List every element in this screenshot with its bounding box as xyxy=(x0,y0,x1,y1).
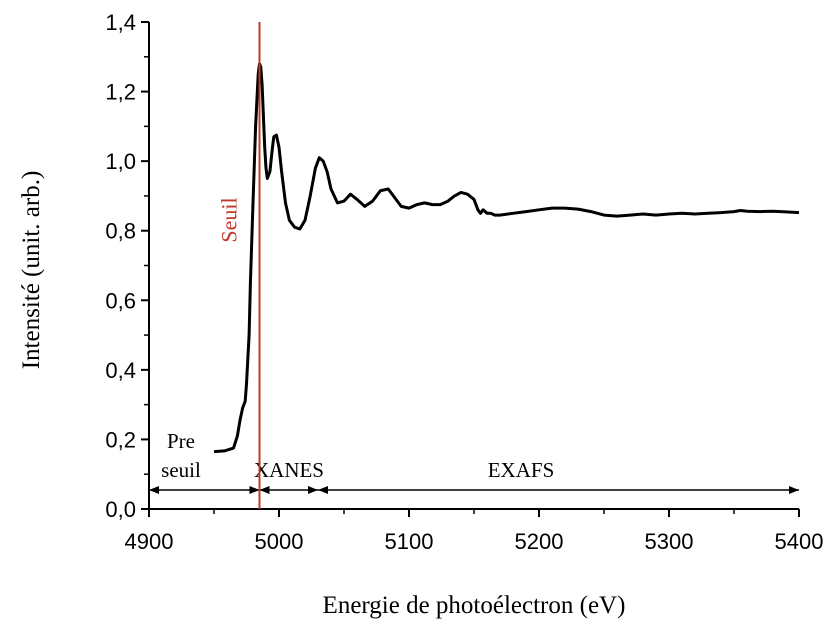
region-arrowhead-right xyxy=(789,486,799,494)
region-arrowhead-right xyxy=(308,486,318,494)
x-tick-label: 5400 xyxy=(775,529,824,554)
x-axis-title: Energie de photoélectron (eV) xyxy=(323,592,626,619)
y-tick-label: 0,4 xyxy=(105,358,136,383)
edge-marker: Seuil xyxy=(217,22,261,509)
y-tick-label: 0,2 xyxy=(105,427,136,452)
region-arrowhead-left xyxy=(259,486,270,494)
y-tick-label: 1,4 xyxy=(105,10,136,35)
x-tick-label: 5200 xyxy=(515,529,564,554)
region-label: Pre xyxy=(167,429,195,453)
region-label: XANES xyxy=(254,458,324,482)
y-axis-title: Intensité (unit. arb.) xyxy=(18,171,45,370)
region-arrowhead-left xyxy=(318,486,328,494)
region-arrowhead-left xyxy=(149,486,159,494)
ticks: 4900 5000 5100 5200 5300 5400 0,0 0,2 0,4 0,6 0,8 1… xyxy=(105,10,823,554)
region-label: EXAFS xyxy=(488,458,555,482)
y-tick-label: 1,0 xyxy=(105,149,136,174)
x-tick-label: 5100 xyxy=(385,529,434,554)
y-tick-label: 0,0 xyxy=(105,497,136,522)
region-label: seuil xyxy=(161,458,201,482)
y-tick-label: 0,8 xyxy=(105,219,136,244)
y-tick-label: 0,6 xyxy=(105,288,136,313)
y-tick-label: 1,2 xyxy=(105,80,136,105)
spectrum-line xyxy=(213,62,800,454)
series xyxy=(213,62,800,454)
x-tick-label: 4900 xyxy=(125,529,174,554)
edge-label: Seuil xyxy=(217,197,242,242)
axes xyxy=(148,22,799,510)
regions: Pre seuil XANES EXAFS xyxy=(149,429,799,494)
x-tick-label: 5300 xyxy=(645,529,694,554)
region-arrowhead-right xyxy=(249,486,260,494)
x-tick-label: 5000 xyxy=(255,529,304,554)
